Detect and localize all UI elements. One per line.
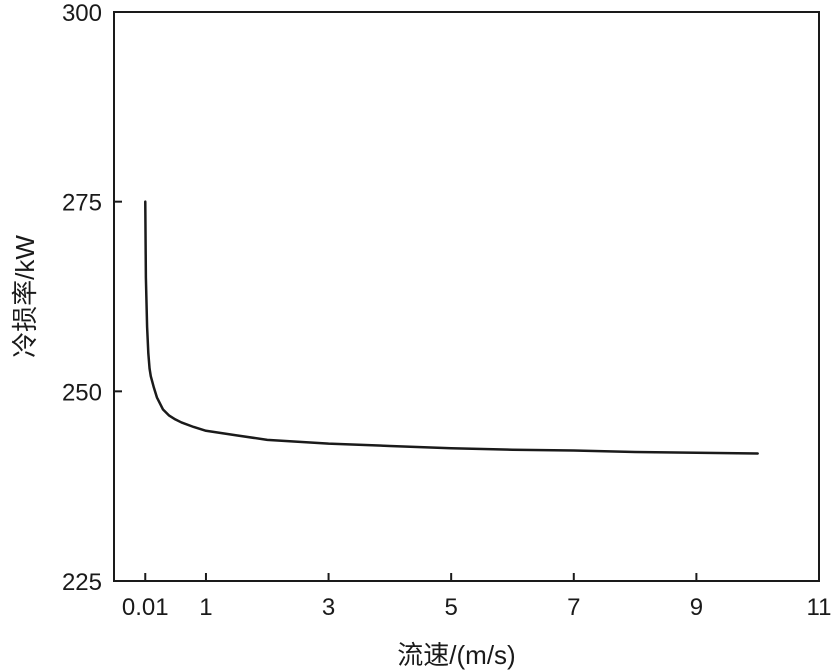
x-tick-label: 3 [322, 594, 335, 621]
x-tick-label: 9 [690, 594, 703, 621]
x-tick-label: 5 [444, 594, 457, 621]
plot-frame [113, 11, 820, 582]
axes [113, 11, 820, 582]
y-tick-label: 250 [62, 379, 102, 406]
axis-labels: 225 250 275 300 0.01 1 3 5 7 9 11 流速/(m/s) 冷损率/kW [10, 0, 831, 670]
series-line-0 [144, 200, 759, 455]
series-layer [144, 200, 759, 455]
x-axis-title: 流速/(m/s) [397, 640, 515, 670]
x-tick-label: 7 [567, 594, 580, 621]
x-tick-label: 11 [807, 594, 832, 621]
y-axis-title: 冷损率/kW [10, 235, 40, 358]
y-tick-label: 300 [62, 0, 102, 27]
x-tick-label: 0.01 [122, 594, 169, 621]
x-tick-label: 1 [199, 594, 212, 621]
y-tick-label: 275 [62, 190, 102, 217]
y-tick-label: 225 [62, 569, 102, 596]
